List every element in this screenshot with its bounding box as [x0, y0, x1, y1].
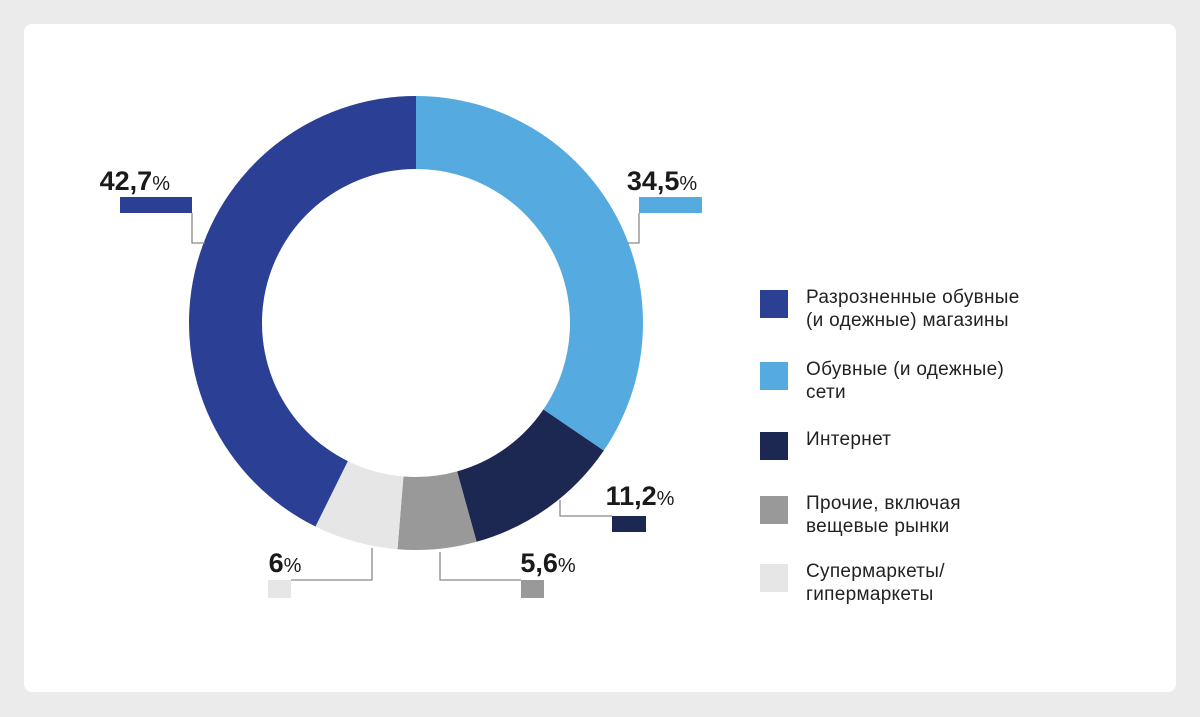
legend-label: Прочие, включая вещевые рынки: [806, 493, 961, 537]
label-marker-other-markets: [521, 580, 544, 598]
legend-label: Разрозненные обувные (и одежные) магазин…: [806, 287, 1020, 331]
leader-line-other-markets: [439, 552, 521, 581]
data-label-other-markets: 5,6%: [520, 548, 576, 578]
data-label-fragmented-stores: 42,7%: [100, 166, 171, 196]
legend-item-supermarkets: Супермаркеты/ гипермаркеты: [760, 560, 945, 606]
donut-slices: [188, 96, 643, 550]
label-marker-internet: [612, 516, 646, 532]
legend-label: Интернет: [806, 429, 892, 450]
legend-label: Обувные (и одежные) сети: [806, 359, 1005, 403]
label-marker-fragmented-stores: [120, 197, 192, 213]
slice-fragmented-stores: [188, 96, 416, 527]
legend-item-fragmented-stores: Разрозненные обувные (и одежные) магазин…: [760, 286, 1020, 332]
label-marker-supermarkets: [268, 580, 291, 598]
slice-supermarkets: [315, 461, 404, 550]
legend-swatch: [760, 564, 788, 592]
data-label-chains: 34,5%: [627, 166, 698, 196]
legend-swatch: [760, 290, 788, 318]
legend-item-internet: Интернет: [760, 428, 891, 460]
legend-label: Супермаркеты/ гипермаркеты: [806, 561, 945, 605]
leader-line-internet: [559, 500, 612, 517]
slice-chains: [416, 96, 643, 451]
leader-line-fragmented-stores: [191, 213, 205, 244]
legend-swatch: [760, 362, 788, 390]
label-marker-chains: [639, 197, 702, 213]
slice-other-markets: [397, 471, 477, 550]
slice-internet: [457, 409, 604, 542]
leader-line-chains: [628, 213, 640, 244]
data-label-supermarkets: 6%: [269, 548, 302, 578]
legend-item-chains: Обувные (и одежные) сети: [760, 358, 1004, 404]
leader-line-supermarkets: [291, 548, 373, 581]
legend-item-other-markets: Прочие, включая вещевые рынки: [760, 492, 961, 538]
data-label-internet: 11,2%: [606, 481, 675, 511]
slice-labels: 42,7% 34,5% 11,2% 5,6% 6%: [100, 166, 702, 598]
legend-swatch: [760, 496, 788, 524]
legend-swatch: [760, 432, 788, 460]
